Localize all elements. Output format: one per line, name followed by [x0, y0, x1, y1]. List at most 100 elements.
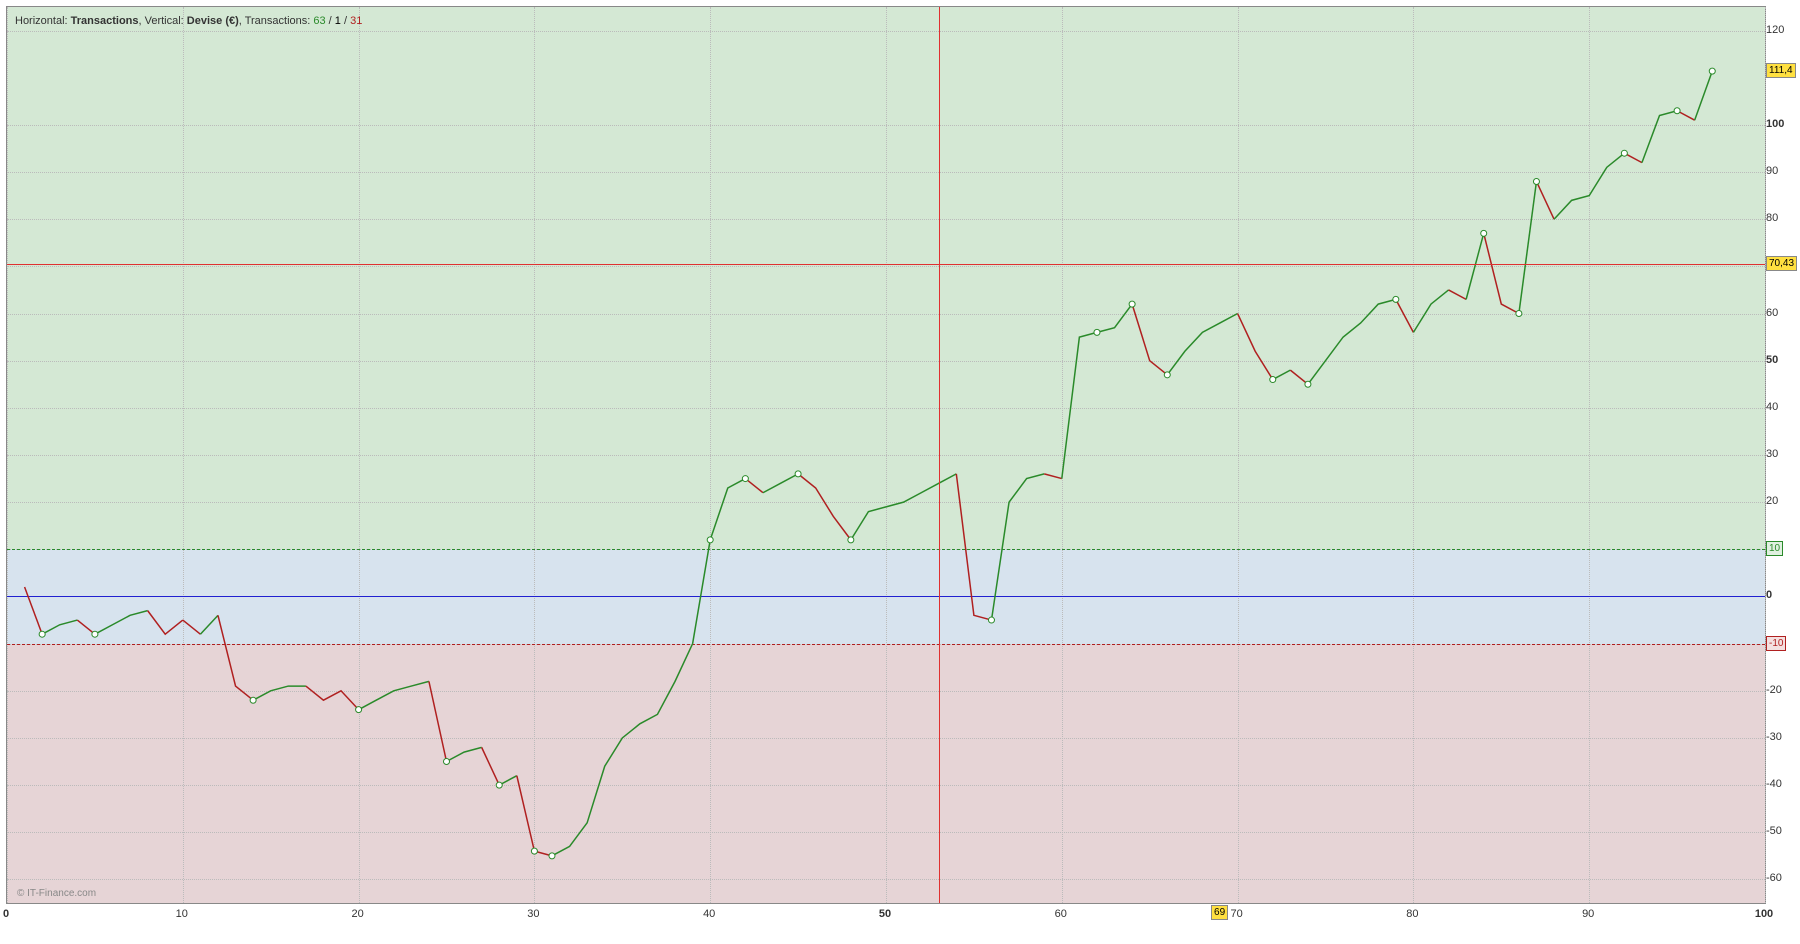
series-down-segment [1449, 290, 1467, 299]
y-tick-label: 90 [1766, 165, 1778, 177]
data-marker [1305, 381, 1311, 387]
series-down-segment [25, 587, 43, 634]
series-up-segment [1097, 304, 1132, 332]
data-marker [742, 476, 748, 482]
series-svg [7, 7, 1765, 903]
data-marker [707, 537, 713, 543]
y-tick-label: -20 [1766, 684, 1782, 696]
data-marker [1393, 296, 1399, 302]
y-axis: -60-50-40-30-20-100102030405060708090100… [1766, 6, 1798, 902]
y-tick-label: 40 [1766, 401, 1778, 413]
series-up-segment [763, 474, 798, 493]
series-down-segment [1044, 474, 1062, 479]
data-marker [1674, 108, 1680, 114]
data-marker [1709, 68, 1715, 74]
series-up-segment [1554, 153, 1624, 219]
series-up-segment [552, 540, 710, 856]
data-marker [988, 617, 994, 623]
series-down-segment [1536, 181, 1554, 219]
header-count-green: 63 [313, 15, 325, 27]
y-tick-label: 120 [1766, 24, 1784, 36]
series-up-segment [1167, 314, 1237, 375]
series-down-segment [956, 474, 991, 620]
header-horizontal-label: Transactions [71, 15, 139, 27]
series-up-segment [1695, 71, 1713, 120]
x-tick-label: 20 [351, 908, 363, 920]
x-tick-label: 80 [1406, 908, 1418, 920]
series-down-segment [148, 611, 183, 635]
crosshair-horizontal [7, 264, 1765, 265]
crosshair-x-badge: 69 [1211, 905, 1228, 920]
x-tick-label: 60 [1055, 908, 1067, 920]
series-up-segment [1062, 332, 1097, 478]
series-down-segment [218, 615, 253, 700]
y-tick-label: 20 [1766, 495, 1778, 507]
header-mid1: , Vertical: [139, 15, 187, 27]
y-tick-label: 30 [1766, 448, 1778, 460]
y-tick-label: -50 [1766, 825, 1782, 837]
series-up-segment [253, 686, 306, 700]
data-marker [444, 759, 450, 765]
crosshair-y-badge: 70,43 [1766, 256, 1797, 271]
threshold-badge: 10 [1766, 541, 1783, 556]
data-marker [1516, 311, 1522, 317]
x-tick-label: 70 [1230, 908, 1242, 920]
chart-header: Horizontal: Transactions, Vertical: Devi… [15, 15, 362, 27]
watermark: © IT-Finance.com [17, 888, 96, 899]
header-count-red: 31 [350, 15, 362, 27]
threshold-badge: -10 [1766, 636, 1786, 651]
x-tick-label: 10 [176, 908, 188, 920]
series-up-segment [1413, 290, 1448, 332]
series-up-segment [200, 615, 218, 634]
crosshair-vertical [939, 7, 940, 903]
data-marker [250, 697, 256, 703]
x-axis: 0102030405060708090100 [6, 904, 1764, 924]
series-up-segment [991, 474, 1044, 620]
series-down-segment [1396, 299, 1414, 332]
header-sep1: / [326, 15, 335, 27]
header-vertical-label: Devise (€) [187, 15, 239, 27]
header-mid2: , Transactions: [239, 15, 314, 27]
header-sep2: / [341, 15, 350, 27]
x-tick-label: 100 [1755, 908, 1773, 920]
data-marker [356, 707, 362, 713]
data-marker [795, 471, 801, 477]
y-tick-label: 0 [1766, 589, 1772, 601]
x-tick-label: 0 [3, 908, 9, 920]
y-tick-label: -30 [1766, 731, 1782, 743]
series-up-segment [447, 747, 482, 761]
data-marker [1164, 372, 1170, 378]
series-down-segment [798, 474, 851, 540]
series-up-segment [851, 474, 956, 540]
y-tick-label: -40 [1766, 778, 1782, 790]
header-prefix: Horizontal: [15, 15, 71, 27]
x-tick-label: 50 [879, 908, 891, 920]
x-tick-label: 40 [703, 908, 715, 920]
chart-container: Horizontal: Transactions, Vertical: Devi… [0, 0, 1800, 944]
series-down-segment [1132, 304, 1167, 375]
series-up-segment [359, 681, 429, 709]
series-down-segment [183, 620, 201, 634]
series-down-segment [429, 681, 447, 761]
x-tick-label: 90 [1582, 908, 1594, 920]
series-down-segment [306, 686, 359, 710]
series-down-segment [517, 776, 552, 856]
data-marker [1129, 301, 1135, 307]
series-up-segment [42, 620, 77, 634]
y-tick-label: 60 [1766, 307, 1778, 319]
data-marker [1533, 178, 1539, 184]
data-marker [496, 782, 502, 788]
x-tick-label: 30 [527, 908, 539, 920]
series-down-segment [1238, 314, 1273, 380]
y-tick-label: 50 [1766, 354, 1778, 366]
data-marker [1621, 150, 1627, 156]
y-tick-label: -60 [1766, 872, 1782, 884]
series-up-segment [1308, 299, 1396, 384]
series-up-segment [1466, 233, 1484, 299]
data-marker [848, 537, 854, 543]
data-marker [549, 853, 555, 859]
series-up-segment [710, 479, 745, 540]
series-up-segment [1642, 111, 1677, 163]
plot-area[interactable]: Horizontal: Transactions, Vertical: Devi… [6, 6, 1766, 904]
y-tick-label: 80 [1766, 212, 1778, 224]
